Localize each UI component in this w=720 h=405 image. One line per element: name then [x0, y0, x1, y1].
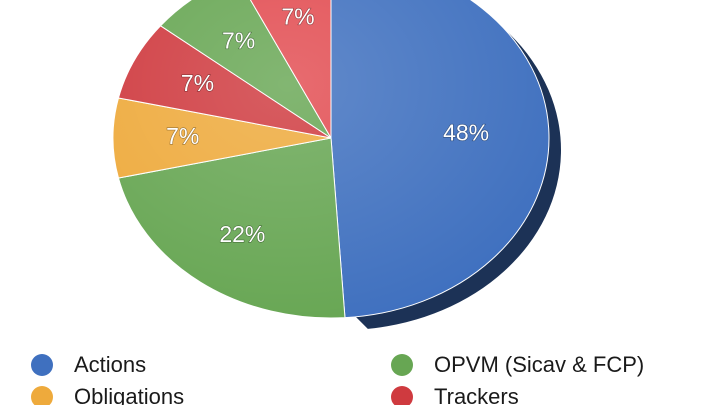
legend-item: Actions: [31, 352, 146, 377]
legend: Actions OPVM (Sicav & FCP) Obligations Trac…: [31, 352, 644, 405]
pie-shine-overlay: [113, 0, 549, 318]
pie-depth-edge: [355, 0, 561, 329]
slice-label-3: 7%: [166, 123, 199, 149]
slice-label-2: 22%: [219, 221, 265, 247]
legend-marker: [31, 354, 53, 376]
legend-label: OPVM (Sicav & FCP): [434, 352, 644, 377]
pie-slices: [112, 0, 561, 329]
legend-item: Obligations: [31, 384, 184, 405]
legend-label: Actions: [74, 352, 146, 377]
legend-item: Trackers: [391, 384, 519, 405]
legend-marker: [391, 354, 413, 376]
slice-label-4: 7%: [181, 70, 214, 96]
legend-marker: [391, 386, 413, 405]
legend-marker: [31, 386, 53, 405]
legend-label: Trackers: [434, 384, 519, 405]
slice-label-5: 7%: [222, 27, 255, 53]
slice-label-6: 7%: [281, 4, 314, 30]
legend-item: OPVM (Sicav & FCP): [391, 352, 644, 377]
slice-label-1: 48%: [443, 120, 489, 146]
slice-labels: 48% 22% 7% 7% 7% 7%: [166, 3, 490, 248]
legend-label: Obligations: [74, 384, 184, 405]
